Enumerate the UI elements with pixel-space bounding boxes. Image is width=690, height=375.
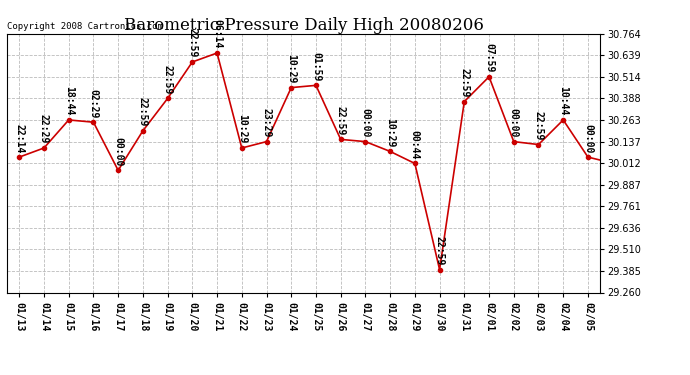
Text: 22:59: 22:59 bbox=[435, 236, 444, 266]
Text: 00:00: 00:00 bbox=[113, 137, 123, 166]
Text: 10:29: 10:29 bbox=[237, 114, 247, 144]
Text: 22:14: 22:14 bbox=[14, 123, 24, 153]
Text: 22:59: 22:59 bbox=[460, 68, 469, 98]
Text: 10:44: 10:44 bbox=[558, 86, 568, 116]
Text: 00:44: 00:44 bbox=[410, 130, 420, 159]
Text: 10:29: 10:29 bbox=[385, 118, 395, 147]
Text: 22:59: 22:59 bbox=[138, 97, 148, 127]
Text: 00:00: 00:00 bbox=[360, 108, 371, 138]
Title: Barometric Pressure Daily High 20080206: Barometric Pressure Daily High 20080206 bbox=[124, 16, 484, 34]
Text: 01:59: 01:59 bbox=[311, 52, 321, 81]
Text: 22:59: 22:59 bbox=[336, 106, 346, 135]
Text: 23:29: 23:29 bbox=[262, 108, 271, 138]
Text: 18:44: 18:44 bbox=[63, 86, 74, 116]
Text: Copyright 2008 Cartronics.com: Copyright 2008 Cartronics.com bbox=[7, 22, 163, 31]
Text: 10:29: 10:29 bbox=[286, 54, 296, 83]
Text: 06:14: 06:14 bbox=[212, 20, 222, 49]
Text: 11:14: 11:14 bbox=[0, 374, 1, 375]
Text: 22:59: 22:59 bbox=[188, 28, 197, 58]
Text: 07:59: 07:59 bbox=[484, 43, 494, 73]
Text: 00:00: 00:00 bbox=[509, 108, 519, 138]
Text: 22:29: 22:29 bbox=[39, 114, 49, 144]
Text: 22:59: 22:59 bbox=[163, 65, 172, 94]
Text: 22:59: 22:59 bbox=[533, 111, 544, 140]
Text: 02:29: 02:29 bbox=[88, 88, 99, 118]
Text: 00:00: 00:00 bbox=[583, 123, 593, 153]
